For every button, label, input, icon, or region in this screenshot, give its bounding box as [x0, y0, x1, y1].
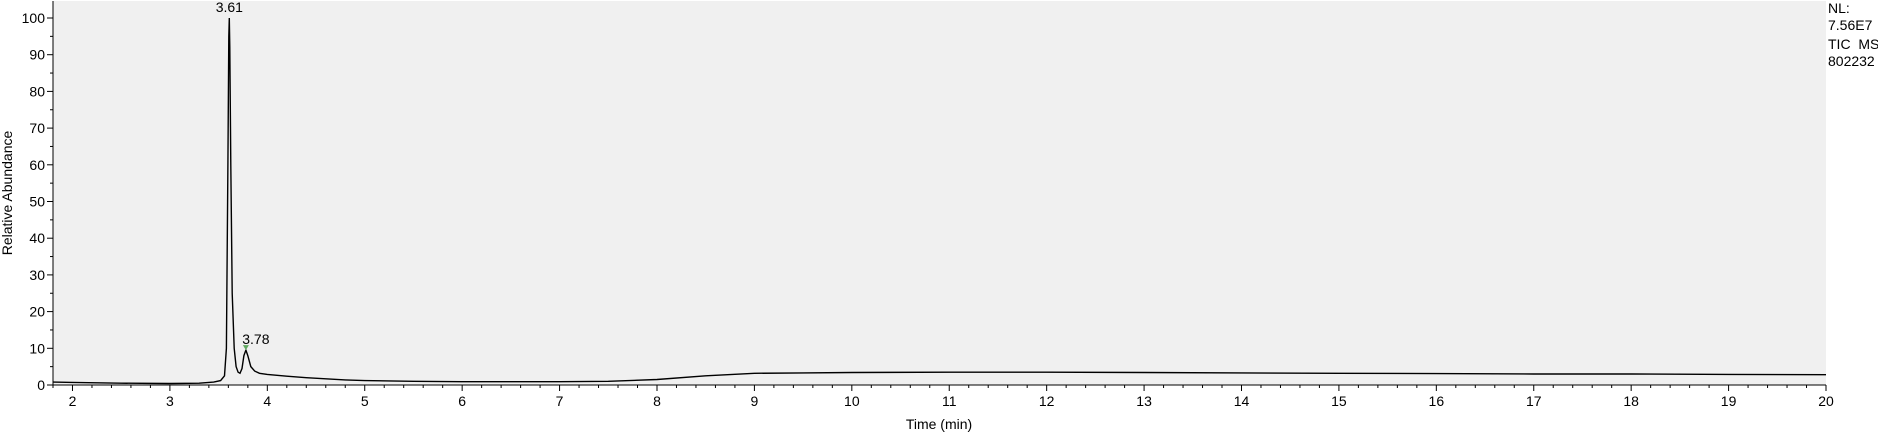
x-tick-label: 16: [1429, 393, 1445, 409]
peak-label: 3.61: [216, 0, 243, 15]
y-tick-label: 0: [37, 377, 45, 393]
x-tick-label: 19: [1721, 393, 1737, 409]
x-tick-label: 17: [1526, 393, 1542, 409]
nl-value: 7.56E7: [1828, 17, 1873, 33]
x-tick-label: 8: [653, 393, 661, 409]
x-tick-label: 7: [556, 393, 564, 409]
y-axis: 0 10 20 30 40 50 60 70 80 90 100: [22, 10, 53, 393]
x-tick-label: 20: [1818, 393, 1834, 409]
series-line: [52, 17, 1827, 385]
x-tick-label: 3: [166, 393, 174, 409]
x-tick-label: 6: [458, 393, 466, 409]
peak-labels: 3.61 3.78: [216, 0, 270, 351]
y-tick-label: 30: [29, 267, 45, 283]
plot-area: [53, 1, 1826, 385]
x-tick-label: 15: [1331, 393, 1347, 409]
y-tick-label: 60: [29, 157, 45, 173]
y-tick-label: 50: [29, 194, 45, 210]
y-tick-label: 40: [29, 230, 45, 246]
peak-label: 3.78: [242, 331, 269, 347]
y-tick-label: 100: [22, 10, 46, 26]
trace-label: TIC MS: [1828, 36, 1878, 52]
y-tick-label: 90: [29, 47, 45, 63]
x-tick-label: 9: [751, 393, 759, 409]
x-tick-label: 10: [844, 393, 860, 409]
peak-marker: [242, 345, 249, 351]
x-tick-label: 18: [1623, 393, 1639, 409]
x-tick-label: 4: [263, 393, 271, 409]
nl-label: NL:: [1828, 0, 1850, 16]
y-tick-label: 80: [29, 83, 45, 99]
sample-id: 802232: [1828, 53, 1875, 69]
x-tick-label: 13: [1136, 393, 1152, 409]
x-tick-label: 11: [942, 393, 957, 409]
y-axis-label: Relative Abundance: [0, 131, 15, 256]
x-tick-label: 12: [1039, 393, 1055, 409]
y-tick-label: 10: [29, 340, 45, 356]
y-tick-label: 20: [29, 304, 45, 320]
x-tick-label: 5: [361, 393, 369, 409]
x-axis: 2 3 4 5 6 7 8 9 10 11 12 13 14 15 16 17 18 19 20: [52, 385, 1834, 409]
y-tick-label: 70: [29, 120, 45, 136]
x-tick-label: 14: [1234, 393, 1250, 409]
x-tick-label: 2: [69, 393, 77, 409]
x-axis-label: Time (min): [906, 416, 972, 432]
